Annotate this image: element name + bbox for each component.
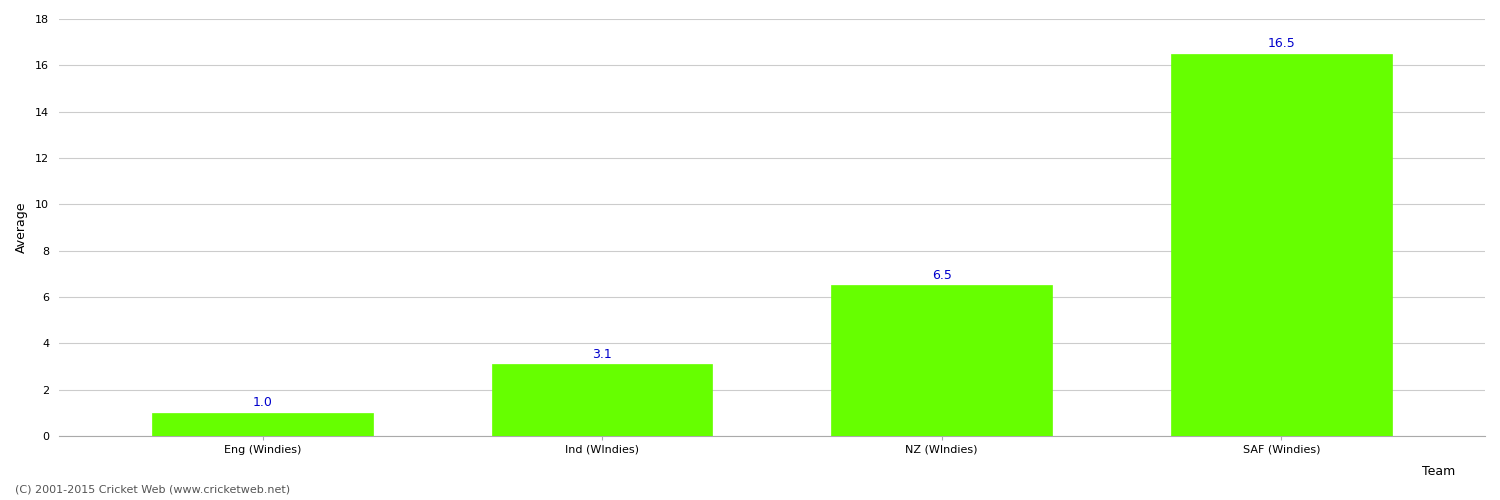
Y-axis label: Average: Average <box>15 202 28 253</box>
Bar <box>492 364 712 436</box>
Text: 6.5: 6.5 <box>932 269 951 282</box>
Text: Team: Team <box>1422 465 1455 478</box>
Bar <box>831 286 1052 436</box>
Text: 16.5: 16.5 <box>1268 38 1294 51</box>
Bar <box>1172 54 1392 436</box>
Bar <box>152 413 374 436</box>
Text: 3.1: 3.1 <box>592 348 612 360</box>
Text: 1.0: 1.0 <box>252 396 273 409</box>
Text: (C) 2001-2015 Cricket Web (www.cricketweb.net): (C) 2001-2015 Cricket Web (www.cricketwe… <box>15 485 290 495</box>
